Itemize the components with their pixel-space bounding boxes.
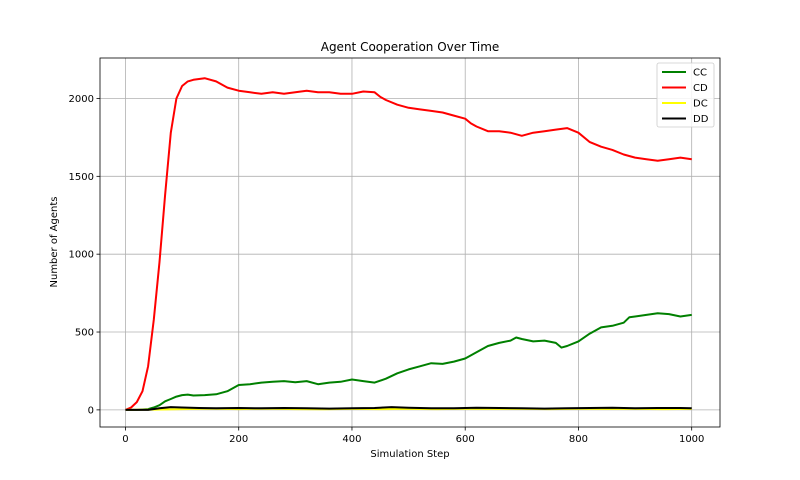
x-tick-label: 600 bbox=[456, 434, 475, 445]
x-tick-label: 1000 bbox=[679, 434, 704, 445]
y-tick-label: 500 bbox=[75, 328, 94, 339]
legend-box bbox=[656, 62, 715, 128]
series-line-dd bbox=[125, 406, 692, 411]
series-line-cd bbox=[125, 77, 692, 411]
legend-label-cd: CD bbox=[693, 83, 708, 94]
y-tick-label: 1000 bbox=[69, 250, 94, 261]
legend-label-cc: CC bbox=[693, 68, 707, 79]
x-tick-label: 800 bbox=[569, 434, 588, 445]
x-tick-label: 0 bbox=[122, 434, 128, 445]
legend-label-dd: DD bbox=[693, 114, 709, 125]
chart-title: Agent Cooperation Over Time bbox=[321, 40, 500, 54]
legend: CC CD DC DD bbox=[656, 62, 715, 128]
plot-frame bbox=[99, 57, 721, 428]
y-tick-label: 2000 bbox=[69, 94, 94, 105]
legend-label-dc: DC bbox=[693, 99, 708, 110]
x-tick-label: 200 bbox=[229, 434, 248, 445]
ticks: 0 200 400 600 800 1000 0 500 1000 1500 2000 bbox=[69, 94, 705, 445]
series-lines bbox=[125, 77, 692, 411]
x-axis-label: Simulation Step bbox=[370, 449, 449, 460]
x-tick-label: 400 bbox=[342, 434, 361, 445]
y-tick-label: 1500 bbox=[69, 172, 94, 183]
y-tick-label: 0 bbox=[88, 405, 94, 416]
series-line-cc bbox=[125, 312, 692, 411]
y-axis-label: Number of Agents bbox=[49, 197, 60, 288]
